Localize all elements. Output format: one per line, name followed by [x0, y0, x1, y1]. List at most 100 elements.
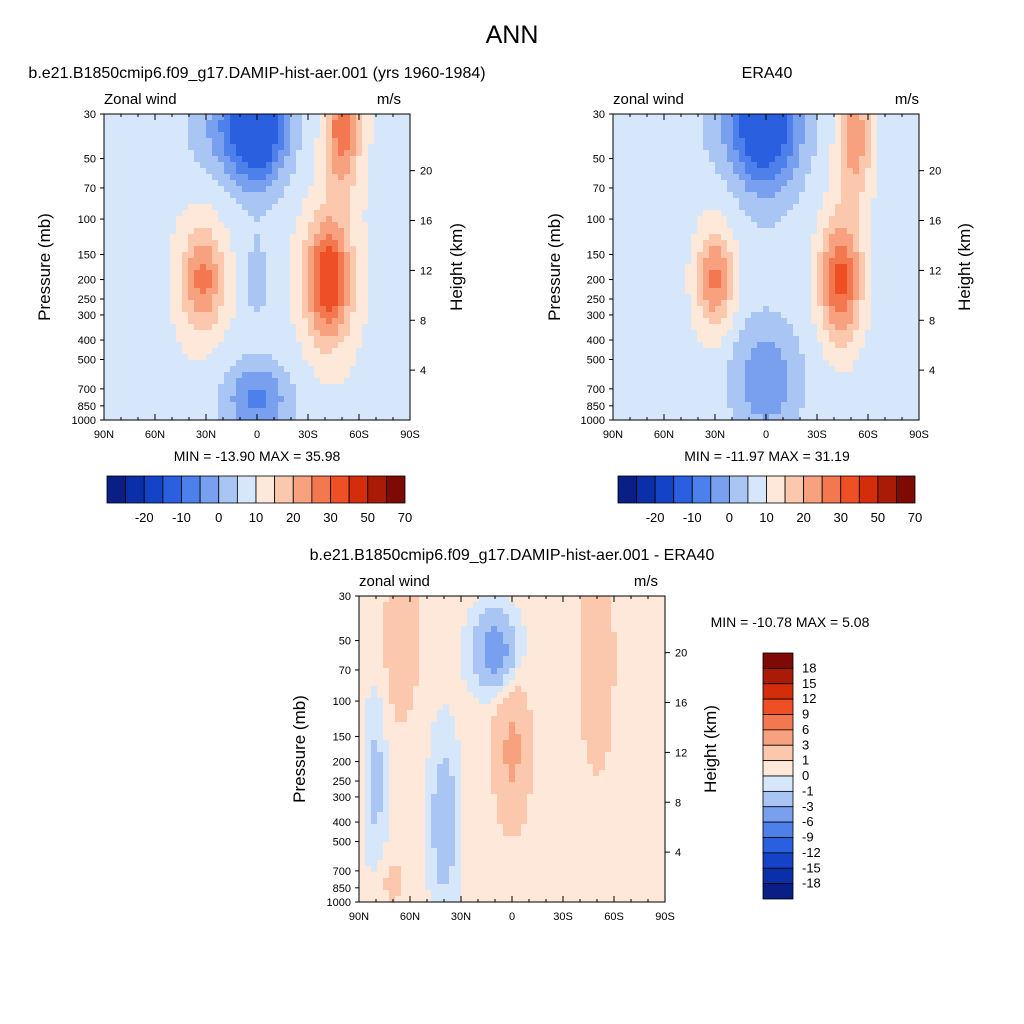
- contour-cell: [284, 186, 291, 193]
- contour-cell: [895, 246, 902, 253]
- contour-cell: [206, 360, 213, 367]
- contour-cell: [787, 282, 794, 289]
- contour-cell: [649, 252, 656, 259]
- contour-cell: [188, 120, 195, 127]
- contour-cell: [889, 330, 896, 337]
- contour-cell: [745, 228, 752, 235]
- contour-cell: [841, 348, 848, 355]
- contour-cell: [685, 126, 692, 133]
- contour-cell: [236, 216, 243, 223]
- contour-cell: [811, 294, 818, 301]
- contour-cell: [673, 138, 680, 145]
- contour-cell: [332, 174, 339, 181]
- contour-cell: [847, 354, 854, 361]
- contour-cell: [823, 366, 830, 373]
- contour-cell: [200, 378, 207, 385]
- contour-cell: [757, 174, 764, 181]
- contour-cell: [398, 192, 405, 199]
- contour-cell: [134, 414, 141, 421]
- contour-cell: [799, 168, 806, 175]
- contour-cell: [128, 384, 135, 391]
- contour-cell: [272, 168, 279, 175]
- contour-cell: [182, 414, 189, 421]
- contour-cell: [116, 306, 123, 313]
- contour-cell: [284, 348, 291, 355]
- contour-cell: [368, 126, 375, 133]
- contour-cell: [757, 270, 764, 277]
- x-tick-label: 60N: [145, 429, 165, 441]
- contour-cell: [338, 288, 345, 295]
- contour-cell: [290, 402, 297, 409]
- contour-cell: [398, 120, 405, 127]
- contour-cell: [697, 180, 704, 187]
- contour-cell: [368, 198, 375, 205]
- contour-cell: [877, 258, 884, 265]
- contour-cell: [865, 348, 872, 355]
- contour-cell: [793, 222, 800, 229]
- contour-cell: [655, 360, 662, 367]
- contour-cell: [829, 234, 836, 241]
- contour-cell: [745, 258, 752, 265]
- contour-cell: [727, 156, 734, 163]
- contour-cell: [745, 222, 752, 229]
- contour-cell: [230, 174, 237, 181]
- contour-cell: [817, 144, 824, 151]
- contour-cell: [811, 216, 818, 223]
- contour-cell: [805, 276, 812, 283]
- contour-cell: [775, 198, 782, 205]
- contour-cell: [901, 246, 908, 253]
- contour-cell: [320, 174, 327, 181]
- contour-cell: [230, 318, 237, 325]
- contour-cell: [691, 162, 698, 169]
- contour-cell: [188, 132, 195, 139]
- contour-cell: [218, 168, 225, 175]
- contour-cell: [811, 354, 818, 361]
- contour-cell: [104, 174, 111, 181]
- contour-cell: [206, 126, 213, 133]
- contour-cell: [703, 294, 710, 301]
- contour-cell: [290, 222, 297, 229]
- contour-cell: [901, 258, 908, 265]
- contour-cell: [889, 306, 896, 313]
- contour-cell: [266, 246, 273, 253]
- contour-cell: [224, 360, 231, 367]
- contour-cell: [224, 210, 231, 217]
- contour-cell: [392, 378, 399, 385]
- contour-cell: [320, 336, 327, 343]
- contour-cell: [284, 234, 291, 241]
- contour-cell: [104, 366, 111, 373]
- contour-cell: [326, 396, 333, 403]
- contour-cell: [236, 174, 243, 181]
- contour-cell: [643, 198, 650, 205]
- contour-cell: [889, 294, 896, 301]
- contour-cell: [631, 174, 638, 181]
- contour-cell: [853, 342, 860, 349]
- contour-cell: [661, 180, 668, 187]
- contour-cell: [302, 300, 309, 307]
- contour-cell: [380, 192, 387, 199]
- contour-cell: [859, 324, 866, 331]
- contour-cell: [829, 372, 836, 379]
- contour-cell: [380, 186, 387, 193]
- contour-cell: [685, 246, 692, 253]
- contour-cell: [140, 324, 147, 331]
- contour-cell: [158, 174, 165, 181]
- contour-cell: [140, 408, 147, 415]
- contour-cell: [248, 120, 255, 127]
- contour-cell: [727, 168, 734, 175]
- contour-cell: [733, 270, 740, 277]
- contour-cell: [829, 210, 836, 217]
- contour-cell: [182, 204, 189, 211]
- contour-cell: [188, 126, 195, 133]
- contour-cell: [176, 162, 183, 169]
- contour-cell: [164, 120, 171, 127]
- contour-cell: [679, 270, 686, 277]
- contour-cell: [847, 222, 854, 229]
- contour-cell: [296, 186, 303, 193]
- contour-cell: [302, 312, 309, 319]
- contour-cell: [248, 192, 255, 199]
- contour-cell: [134, 330, 141, 337]
- contour-cell: [200, 276, 207, 283]
- contour-cell: [338, 264, 345, 271]
- contour-cell: [308, 114, 315, 121]
